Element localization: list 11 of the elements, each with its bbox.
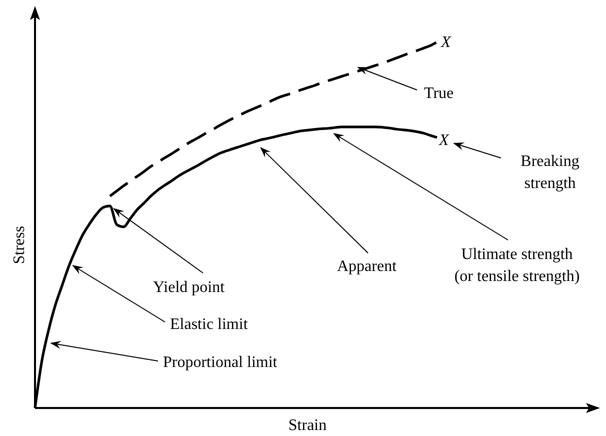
text: Breaking strength: [520, 153, 580, 192]
text: Ultimate strength (or tensile strength): [454, 246, 580, 285]
y-axis-title: Stress: [11, 226, 28, 264]
x-axis-title: Strain: [288, 417, 327, 434]
annotation: Proportional limit: [163, 354, 278, 371]
annotation: Yield point: [153, 279, 226, 296]
annotation: Elastic limit: [170, 316, 248, 333]
annotation: X: [438, 132, 450, 149]
text: X: [440, 34, 452, 51]
annotation: True: [424, 85, 454, 102]
annotation: Apparent: [337, 258, 398, 275]
